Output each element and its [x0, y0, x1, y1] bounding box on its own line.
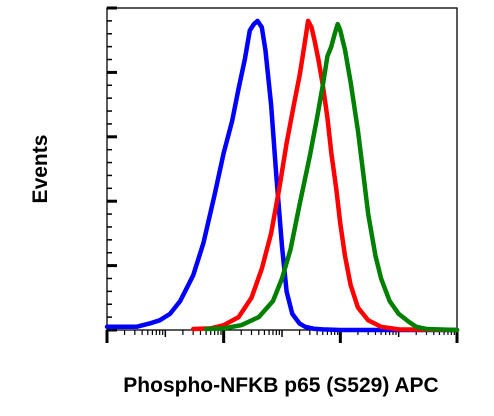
series-lines — [104, 18, 460, 333]
y-axis-title: Events — [29, 135, 52, 204]
green-histogram-line — [203, 21, 460, 333]
x-axis-title: Phospho-NFKB p65 (S529) APC — [123, 374, 438, 397]
red-histogram-line — [190, 18, 460, 333]
y-axis-ticks — [107, 6, 117, 332]
blue-histogram-line — [104, 18, 460, 333]
